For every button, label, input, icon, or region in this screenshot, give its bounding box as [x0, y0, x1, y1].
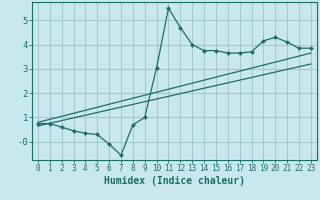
X-axis label: Humidex (Indice chaleur): Humidex (Indice chaleur): [104, 176, 245, 186]
